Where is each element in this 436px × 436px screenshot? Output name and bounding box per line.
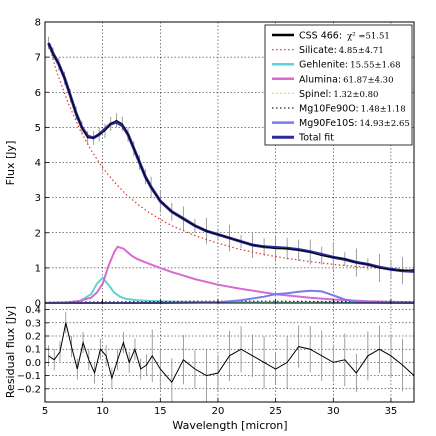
legend-silicate-value: 4.85±4.71 <box>339 46 384 56</box>
legend-gehlenite-label: Gehlenite: 15.55±1.68 <box>299 60 401 71</box>
legend-box <box>264 24 413 146</box>
legend-gehlenite-value: 15.55±1.68 <box>350 61 400 71</box>
bottom-y-tick-label: 0.1 <box>25 345 41 356</box>
bottom-y-tick-label: 0.2 <box>25 332 41 343</box>
bottom-x-tick-label: 35 <box>385 406 398 417</box>
top-y-tick-label: 7 <box>35 53 41 64</box>
top-y-tick-label: 6 <box>35 88 41 99</box>
bottom-x-tick-label: 30 <box>327 406 340 417</box>
series-residual-line <box>48 322 415 384</box>
legend-mg10fe90o-value: 1.48±1.18 <box>361 105 406 115</box>
series-data-line <box>48 42 415 272</box>
legend-spinel-value: 1.32±0.80 <box>333 90 378 100</box>
bottom-panel-ticks: 5 10 15 20 25 30 35 −0.2 −0.1 0.0 0.1 0.2 0.3 0.4 <box>17 305 398 417</box>
bottom-y-tick-label: −0.1 <box>17 371 41 382</box>
top-y-tick-label: 8 <box>35 18 41 29</box>
legend: CSS 466: χ² =51.51 Silicate: 4.85±4.71 Gehl… <box>264 24 413 146</box>
series-gehlenite-line <box>44 276 415 304</box>
legend-data-value: χ² =51.51 <box>347 32 390 42</box>
series-mg90fe10s-line <box>45 289 415 304</box>
legend-silicate-label: Silicate: 4.85±4.71 <box>299 45 384 56</box>
legend-spinel-label: Spinel: 1.32±0.80 <box>299 89 378 100</box>
bottom-panel-frame <box>44 302 415 403</box>
legend-data-label: CSS 466: χ² =51.51 <box>299 31 390 42</box>
legend-alumina-value: 61.87±4.30 <box>343 75 393 85</box>
legend-mg90fe10s-value: 14.93±2.65 <box>359 119 409 129</box>
series-alumina-line <box>44 245 415 304</box>
top-y-axis-label: Flux [Jy] <box>4 141 17 186</box>
top-y-tick-label: 4 <box>35 158 41 169</box>
bottom-panel-series <box>48 322 415 384</box>
bottom-y-axis-label: Residual flux [Jy] <box>4 306 17 398</box>
legend-mg90fe10s-label: Mg90Fe10S: 14.93±2.65 <box>299 118 410 129</box>
bottom-x-tick-label: 20 <box>212 406 225 417</box>
bottom-x-tick-label: 25 <box>269 406 282 417</box>
top-y-tick-label: 5 <box>35 123 41 134</box>
series-mg10fe90o-line <box>44 300 415 303</box>
top-y-tick-label: 2 <box>35 228 41 239</box>
legend-mg10fe90o-label: Mg10Fe90O: 1.48±1.18 <box>299 104 406 115</box>
bottom-x-tick-label: 10 <box>96 406 109 417</box>
top-y-tick-label: 0 <box>35 299 41 310</box>
bottom-x-tick-label: 15 <box>154 406 167 417</box>
top-panel-ticks: 0 1 2 3 4 5 6 7 8 <box>35 18 392 310</box>
bottom-y-tick-label: −0.2 <box>17 384 41 395</box>
bottom-y-tick-label: 0.3 <box>25 318 41 329</box>
bottom-y-tick-label: 0.4 <box>25 305 41 316</box>
x-axis-label: Wavelength [micron] <box>172 419 287 432</box>
bottom-y-tick-label: 0.0 <box>25 358 41 369</box>
bottom-panel-error-bars <box>48 312 415 402</box>
bottom-x-tick-label: 5 <box>42 406 48 417</box>
legend-alumina-label: Alumina: 61.87±4.30 <box>299 74 394 85</box>
top-y-tick-label: 3 <box>35 193 41 204</box>
top-y-tick-label: 1 <box>35 263 41 274</box>
legend-total-label: Total fit <box>298 133 334 144</box>
